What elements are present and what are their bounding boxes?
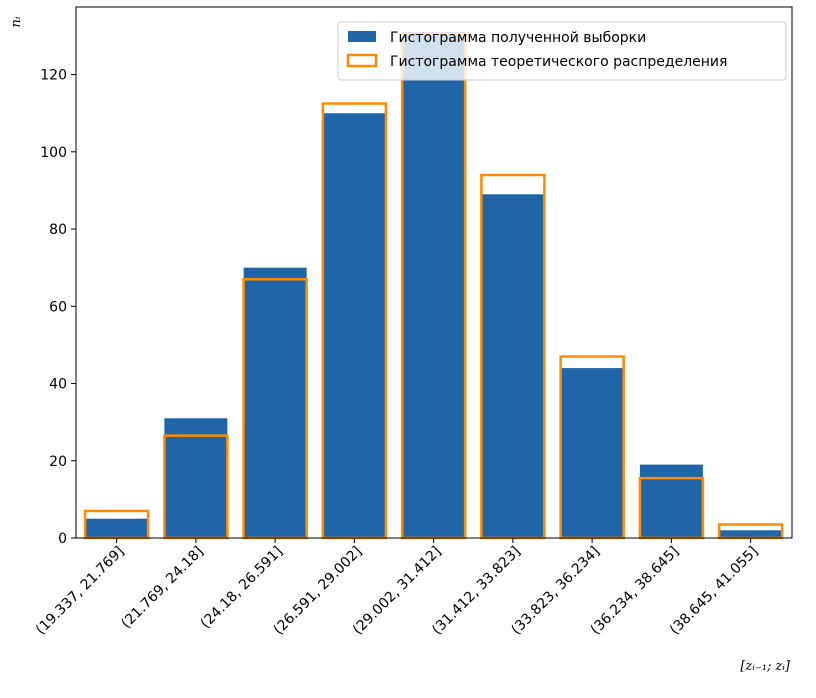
y-ticks: 0 20 40 60 80 100 120 [40, 68, 76, 547]
bars-layer [83, 32, 784, 540]
legend: Гистограмма полученной выборки Гистограм… [337, 21, 787, 81]
bar-sample-9 [719, 530, 783, 538]
legend-swatch-theoretical [346, 53, 378, 68]
x-tick-label: (26.591, 29.002] [271, 544, 366, 639]
bar-sample-5 [402, 32, 466, 538]
y-tick-label: 40 [49, 377, 67, 393]
x-tick-label: (36.234, 38.645] [588, 544, 683, 639]
bar-sample-6 [481, 194, 545, 539]
y-tick-label: 100 [40, 145, 67, 161]
legend-label-sample: Гистограмма полученной выборки [390, 30, 646, 46]
bar-sample-7 [560, 368, 624, 538]
x-tick-label: (33.823, 36.234] [508, 544, 603, 639]
x-tick-label: (19.337, 21.769] [33, 544, 128, 639]
bar-sample-2 [164, 418, 228, 538]
x-tick-label: (24.18, 26.591] [198, 544, 286, 632]
x-tick-label: (31.412, 33.823] [429, 544, 524, 639]
x-ticks: (19.337, 21.769](21.769, 24.18](24.18, 2… [33, 538, 762, 639]
x-tick-label: (29.002, 31.412] [350, 544, 445, 639]
bar-sample-8 [639, 464, 703, 538]
bar-sample-3 [243, 267, 307, 538]
x-axis-label: [zᵢ₋₁; zᵢ] [740, 659, 791, 674]
legend-swatch-sample [348, 31, 376, 42]
y-tick-label: 0 [58, 531, 67, 547]
bar-sample-4 [322, 113, 386, 538]
bar-sample-1 [85, 518, 149, 538]
legend-label-theoretical: Гистограмма теоретического распределения [390, 54, 727, 70]
y-axis-label: nᵢ [9, 16, 24, 27]
y-tick-label: 120 [40, 68, 67, 84]
y-tick-label: 20 [49, 454, 67, 470]
x-tick-label: (38.645, 41.055] [667, 544, 762, 639]
y-tick-label: 80 [49, 222, 67, 238]
y-tick-label: 60 [49, 299, 67, 315]
legend-frame [337, 21, 787, 81]
x-tick-label: (21.769, 24.18] [118, 544, 206, 632]
